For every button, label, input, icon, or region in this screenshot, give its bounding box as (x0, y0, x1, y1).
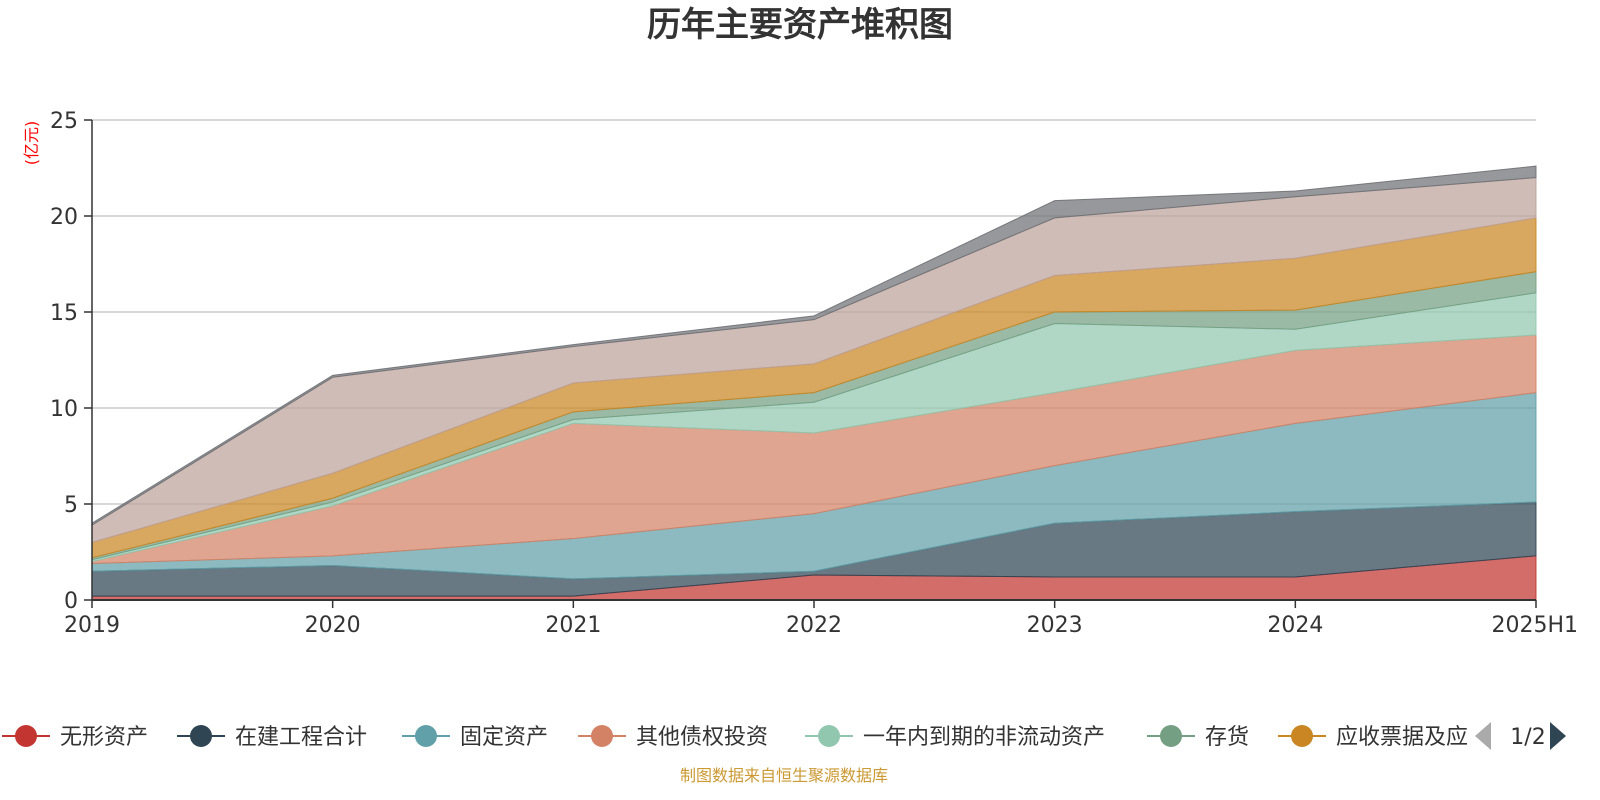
legend-marker (818, 725, 840, 747)
legend-marker (415, 725, 437, 747)
y-axis-unit-label: (亿元) (22, 121, 41, 166)
legend-label: 在建工程合计 (235, 725, 367, 750)
x-tick-label: 2021 (545, 613, 601, 638)
axes: 0 5 10 15 20 25 2019 2020 2021 2022 2023 2024 2025H1 (50, 109, 1578, 638)
y-tick-label: 5 (64, 493, 78, 518)
legend-next-page-icon[interactable] (1550, 722, 1566, 750)
legend-label: 固定资产 (460, 725, 548, 750)
chart-title: 历年主要资产堆积图 (647, 5, 953, 45)
legend-prev-page-icon[interactable] (1475, 722, 1491, 750)
x-tick-label: 2025H1 (1491, 613, 1578, 638)
y-tick-label: 15 (50, 301, 78, 326)
legend-label: 其他债权投资 (636, 725, 768, 750)
legend-item[interactable]: 存货 (1147, 725, 1249, 750)
x-tick-label: 2020 (305, 613, 361, 638)
y-tick-label: 25 (50, 109, 78, 134)
legend-item[interactable]: 应收票据及应 (1278, 725, 1468, 750)
area-series-其他2 (91, 165, 1537, 527)
legend-marker (1160, 725, 1182, 747)
legend-item[interactable]: 其他债权投资 (578, 725, 768, 750)
x-tick-label: 2024 (1267, 613, 1323, 638)
legend: 无形资产 在建工程合计 固定资产 其他债权投资 一年内到期的非流动资产 存货 应收票据及应 (2, 725, 1468, 750)
area-series (91, 165, 1537, 601)
legend-label: 无形资产 (60, 725, 148, 750)
y-tick-label: 10 (50, 397, 78, 422)
data-source-note: 制图数据来自恒生聚源数据库 (680, 766, 888, 785)
legend-page-indicator: 1/2 (1510, 725, 1545, 750)
legend-label: 应收票据及应 (1336, 725, 1468, 750)
legend-marker (15, 725, 37, 747)
legend-label: 一年内到期的非流动资产 (863, 725, 1105, 750)
legend-item[interactable]: 一年内到期的非流动资产 (805, 725, 1105, 750)
legend-marker (591, 725, 613, 747)
legend-item[interactable]: 在建工程合计 (177, 725, 367, 750)
y-tick-label: 0 (64, 589, 78, 614)
x-tick-label: 2023 (1027, 613, 1083, 638)
legend-item[interactable]: 固定资产 (402, 725, 548, 750)
y-tick-label: 20 (50, 205, 78, 230)
legend-marker (1291, 725, 1313, 747)
x-tick-label: 2019 (64, 613, 120, 638)
legend-label: 存货 (1205, 725, 1249, 750)
legend-item[interactable]: 无形资产 (2, 725, 148, 750)
x-tick-label: 2022 (786, 613, 842, 638)
legend-marker (190, 725, 212, 747)
